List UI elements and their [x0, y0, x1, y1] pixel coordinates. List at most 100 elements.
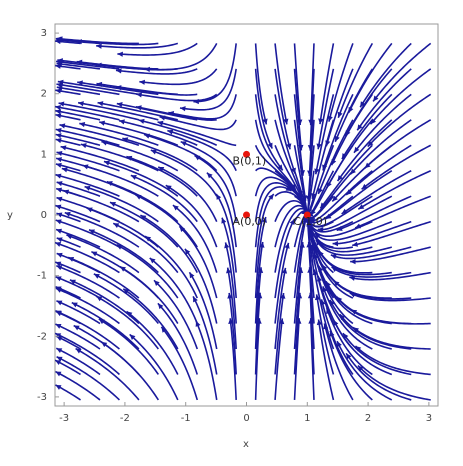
streamline: [60, 145, 140, 172]
stream-arrow: [351, 309, 358, 315]
streamline: [55, 241, 120, 274]
streamline: [157, 302, 199, 375]
stream-arrow: [329, 330, 335, 337]
stream-arrow: [57, 79, 64, 85]
stream-arrow: [135, 105, 142, 111]
stream-arrow: [55, 109, 62, 115]
streamline: [136, 93, 218, 102]
streamline: [307, 219, 373, 253]
streamline: [56, 300, 101, 325]
stream-arrow: [56, 265, 63, 271]
stream-arrow: [342, 333, 349, 340]
streamline: [254, 43, 268, 125]
stream-arrow: [97, 101, 104, 107]
streamline: [77, 81, 159, 96]
streamline: [77, 101, 159, 121]
stream-arrow: [323, 323, 329, 330]
streamline: [274, 94, 296, 174]
streamline: [56, 264, 120, 299]
stream-arrow: [345, 130, 351, 137]
stream-arrow: [59, 123, 66, 129]
streamline: [320, 299, 354, 375]
streamline: [337, 43, 374, 119]
streamline: [55, 347, 101, 376]
streamline: [315, 239, 392, 256]
stream-arrow: [55, 360, 62, 365]
stream-arrow: [361, 183, 368, 190]
stream-arrow: [55, 310, 62, 316]
stream-arrow: [297, 119, 303, 126]
streamline: [101, 140, 179, 172]
streamline: [76, 40, 159, 46]
stream-arrow: [357, 365, 364, 372]
stream-arrow: [71, 302, 78, 308]
streamline: [228, 292, 237, 375]
streamline: [254, 216, 267, 299]
streamline: [344, 68, 393, 137]
stream-arrow: [76, 59, 83, 65]
streamline: [179, 68, 237, 111]
stream-arrow: [333, 280, 340, 287]
streamline: [329, 330, 373, 401]
stream-arrow: [341, 208, 348, 214]
streamline: [55, 128, 120, 147]
streamline: [126, 155, 198, 197]
stream-arrow: [57, 58, 63, 64]
streamline: [352, 326, 431, 350]
stream-arrow: [314, 294, 321, 301]
streamline: [309, 231, 354, 299]
stream-arrow: [158, 166, 165, 172]
streamline: [55, 276, 101, 299]
stream-arrow: [99, 120, 106, 126]
stream-arrow: [119, 266, 126, 272]
stream-arrow: [346, 189, 352, 195]
stream-arrow: [144, 133, 150, 139]
streamline: [254, 292, 261, 375]
stream-arrow: [57, 36, 63, 42]
streamlines: [55, 36, 432, 401]
x-tick-label: -2: [120, 413, 130, 424]
streamline: [307, 119, 315, 202]
point-label: A(0,0): [233, 215, 267, 228]
stream-arrow: [206, 172, 213, 179]
streamline: [356, 68, 412, 131]
x-axis-label: x: [243, 439, 249, 450]
streamline: [354, 195, 431, 229]
streamline: [347, 42, 393, 114]
streamline: [79, 122, 159, 147]
streamline: [293, 267, 302, 350]
streamline: [306, 195, 373, 228]
stream-arrow: [69, 279, 76, 285]
x-tick-label: 3: [426, 413, 432, 424]
streamline: [117, 42, 198, 56]
streamline: [144, 43, 218, 71]
streamline: [178, 225, 218, 299]
streamline: [322, 93, 354, 171]
streamline: [293, 145, 309, 216]
stream-arrow: [56, 157, 63, 163]
stream-arrow: [353, 327, 360, 333]
streamline: [274, 318, 284, 400]
stream-arrow: [306, 195, 312, 202]
stream-arrow: [317, 187, 323, 194]
streamline: [168, 94, 237, 120]
stream-arrow: [277, 164, 283, 171]
stream-arrow: [136, 92, 143, 98]
streamline: [357, 170, 432, 210]
stream-arrow: [180, 141, 187, 147]
stream-arrow: [352, 241, 359, 247]
streamline: [353, 93, 412, 154]
stream-arrow: [55, 276, 62, 282]
streamline: [119, 265, 179, 324]
streamline: [304, 144, 335, 218]
streamline: [354, 345, 431, 376]
stream-arrow: [157, 303, 164, 310]
stream-arrow: [339, 314, 346, 321]
stream-arrow: [56, 82, 63, 88]
stream-arrow: [333, 319, 339, 326]
streamline: [333, 280, 412, 300]
stream-arrow: [93, 273, 100, 279]
streamline: [100, 341, 160, 401]
streamline: [325, 68, 354, 147]
stream-arrow: [55, 204, 62, 210]
